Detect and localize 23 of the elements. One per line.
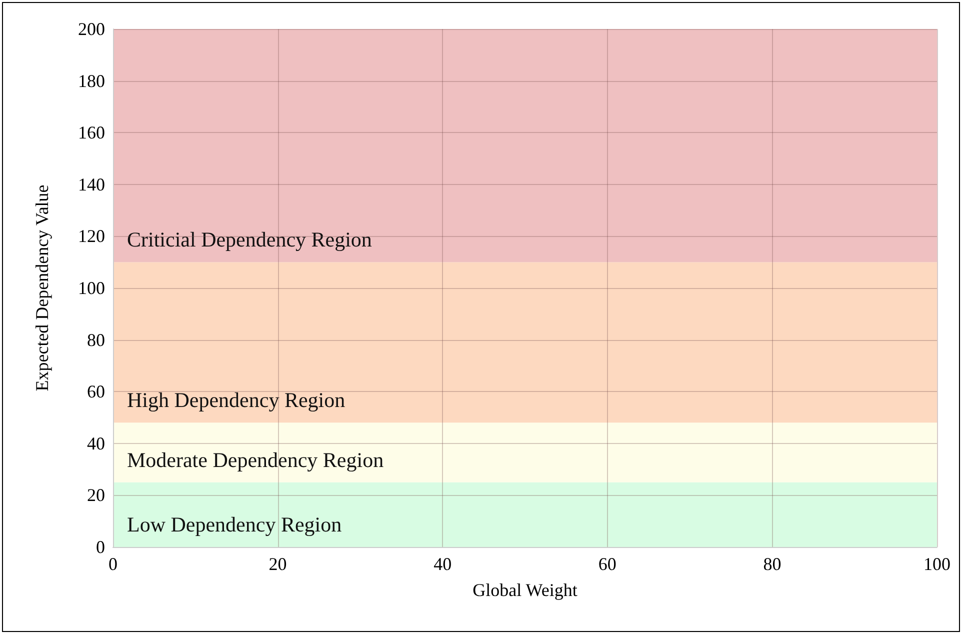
y-tick-label: 20 (87, 485, 105, 506)
x-tick-label: 60 (598, 554, 616, 574)
y-tick-label: 0 (96, 537, 105, 557)
y-tick-label: 200 (78, 19, 105, 39)
x-tick-label: 20 (268, 554, 287, 574)
band-label: Moderate Dependency Region (127, 448, 384, 472)
y-tick-label: 60 (87, 382, 105, 402)
x-tick-label: 100 (924, 554, 950, 574)
band-label: Low Dependency Region (127, 512, 342, 536)
y-tick-label: 40 (87, 433, 105, 454)
y-axis-title: Expected Dependency Value (32, 184, 52, 392)
x-tick-label: 0 (108, 554, 118, 574)
y-tick-label: 180 (78, 70, 105, 91)
y-tick-label: 120 (78, 226, 105, 246)
y-tick-label: 100 (78, 278, 105, 298)
band-label: High Dependency Region (127, 388, 346, 412)
y-tick-label: 80 (87, 330, 105, 350)
y-tick-label: 160 (78, 122, 105, 143)
x-tick-label: 40 (434, 554, 452, 574)
y-tick-label: 140 (78, 174, 105, 194)
x-axis-title: Global Weight (472, 580, 578, 600)
x-tick-label: 80 (763, 554, 782, 574)
band-label: Criticial Dependency Region (127, 228, 372, 252)
